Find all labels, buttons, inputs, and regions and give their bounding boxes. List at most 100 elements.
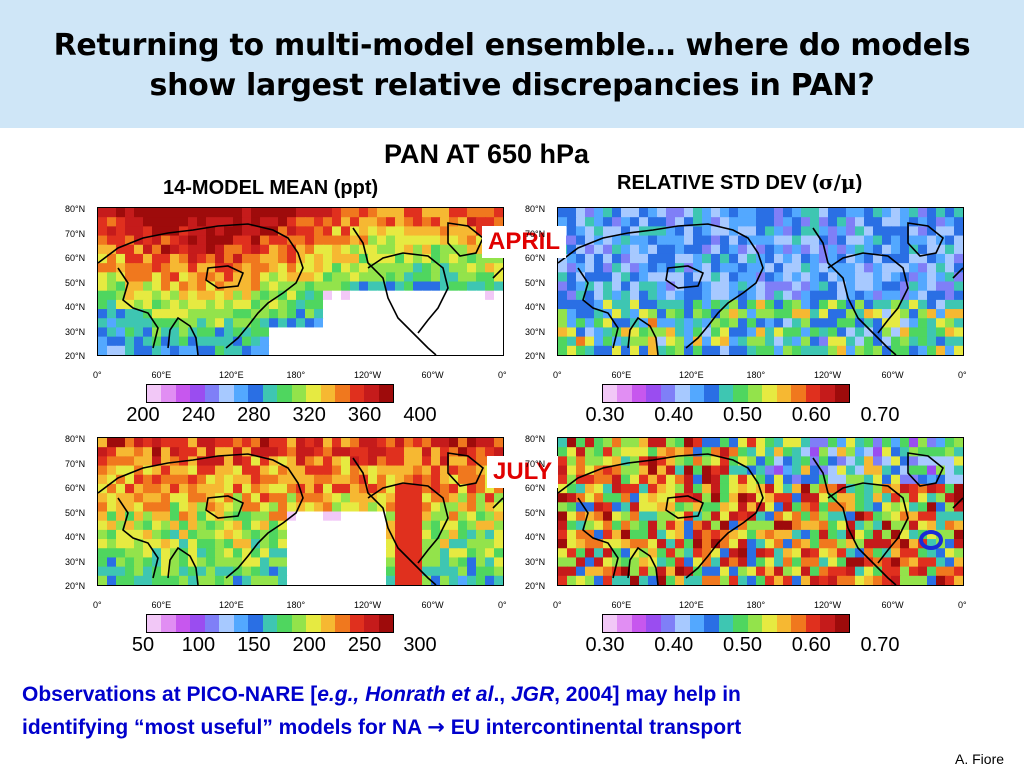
- footer-1a: Observations at PICO-NARE [: [22, 683, 318, 706]
- right-heading-suffix: ): [855, 172, 863, 194]
- longitude-tick-label: 60°E: [151, 370, 172, 380]
- colorbar-swatch: [147, 615, 162, 632]
- footer-line-1: Observations at PICO-NARE [e.g., Honrath…: [22, 683, 1012, 707]
- colorbar-tick-label: 0.40: [654, 404, 694, 426]
- colorbar-swatch: [718, 615, 734, 632]
- colorbar-swatch: [776, 615, 792, 632]
- colorbar-tick-label: 200: [292, 634, 326, 656]
- slide-title-line-1: Returning to multi-model ensemble… where…: [53, 28, 971, 63]
- latitude-tick-label: 50°N: [65, 507, 86, 518]
- longitude-tick-label: 180°: [286, 600, 306, 610]
- latitude-tick-label: 30°N: [65, 326, 86, 337]
- longitude-tick-label: 120°E: [219, 370, 244, 380]
- map-april-mean: [97, 207, 504, 356]
- coastline: [812, 227, 897, 355]
- colorbar-july-std: [602, 614, 850, 633]
- latitude-tick-label: 50°N: [525, 277, 546, 288]
- colorbar-tick-label: 100: [181, 634, 216, 656]
- longitude-tick-label: 0°: [498, 600, 507, 610]
- colorbar-swatch: [776, 385, 792, 402]
- map-field: [98, 438, 503, 585]
- longitude-tick-label: 0°: [958, 600, 967, 610]
- longitude-tick-label: 120°W: [354, 600, 382, 610]
- longitude-tick-label: 0°: [498, 370, 507, 380]
- arrow-icon: →: [427, 715, 445, 739]
- coastline: [352, 227, 437, 355]
- colorbar-swatch: [248, 385, 263, 402]
- colorbar-swatch: [306, 385, 321, 402]
- longitude-tick-label: 120°W: [354, 370, 382, 380]
- colorbar-swatch: [675, 615, 690, 632]
- latitude-tick-label: 70°N: [525, 458, 546, 469]
- colorbar-swatch: [718, 385, 734, 402]
- colorbar-swatch: [277, 385, 292, 402]
- coastline: [167, 546, 199, 585]
- colorbar-swatch: [364, 615, 379, 632]
- colorbar-swatch: [834, 385, 849, 402]
- coastline: [577, 497, 619, 579]
- footer-2b: EU intercontinental transport: [450, 716, 742, 739]
- longitude-tick-label: 180°: [746, 600, 766, 610]
- latitude-tick-label: 20°N: [65, 581, 86, 591]
- coastline: [98, 453, 304, 579]
- colorbar-swatch: [646, 385, 661, 402]
- colorbar-swatch: [675, 385, 690, 402]
- colorbar-tick-label: 240: [181, 404, 216, 426]
- colorbar-swatch: [660, 615, 676, 632]
- colorbar-swatch: [689, 615, 705, 632]
- latitude-tick-label: 60°N: [65, 253, 86, 263]
- footer-1b: e.g., Honrath et al: [317, 683, 494, 706]
- colorbar-swatch: [161, 385, 176, 402]
- longitude-tick-label: 60°W: [421, 370, 444, 380]
- coastline: [117, 267, 159, 349]
- latitude-tick-label: 70°N: [525, 228, 546, 239]
- colorbar-swatch: [689, 385, 705, 402]
- coastline: [952, 497, 963, 509]
- coastline: [952, 267, 963, 279]
- colorbar-swatch: [233, 615, 249, 632]
- colorbar-tick-label: 0.70: [860, 404, 900, 426]
- longitude-tick-label: 120°E: [219, 600, 244, 610]
- colorbar-tick-label: 200: [126, 404, 160, 426]
- colorbar-swatch: [291, 615, 307, 632]
- latitude-tick-label: 80°N: [525, 434, 546, 444]
- coastline: [907, 452, 944, 487]
- colorbar-swatch: [248, 615, 263, 632]
- author-credit: A. Fiore: [955, 751, 1005, 767]
- colorbar-swatch: [791, 615, 806, 632]
- colorbar-swatch: [306, 615, 321, 632]
- colorbar-swatch: [320, 615, 336, 632]
- coastline: [367, 252, 449, 334]
- colorbar-tick-label: 0.60: [791, 634, 831, 656]
- colorbar-swatch: [204, 385, 220, 402]
- colorbar-swatch: [805, 385, 821, 402]
- latitude-tick-label: 50°N: [525, 507, 546, 518]
- longitude-tick-label: 0°: [553, 370, 562, 380]
- main-heading: PAN AT 650 hPa: [384, 139, 590, 169]
- latitude-tick-label: 80°N: [525, 204, 546, 214]
- colorbar-swatch: [791, 385, 806, 402]
- map-field: [98, 208, 503, 355]
- colorbar-swatch: [733, 615, 748, 632]
- coastline: [627, 316, 659, 355]
- footer-1d: JGR: [510, 683, 555, 706]
- colorbar-swatch: [291, 385, 307, 402]
- left-heading: 14-MODEL MEAN (ppt): [155, 177, 387, 200]
- map-field: [558, 208, 963, 355]
- colorbar-april-std: [602, 384, 850, 403]
- slide-title-line-2: show largest relative discrepancies in P…: [149, 68, 875, 103]
- coastline: [447, 452, 484, 487]
- latitude-tick-label: 40°N: [65, 532, 86, 542]
- colorbar-swatch: [603, 385, 618, 402]
- colorbar-tick-label: 150: [237, 634, 271, 656]
- latitude-tick-label: 30°N: [525, 556, 546, 567]
- colorbar-tick-label: 0.30: [585, 634, 625, 656]
- colorbar-july-mean: [146, 614, 394, 633]
- colorbar-swatch: [660, 385, 676, 402]
- colorbar-swatch: [747, 615, 763, 632]
- colorbar-swatch: [646, 615, 661, 632]
- footer-2a: identifying “most useful” models for NA: [22, 716, 422, 739]
- footer-line-2: identifying “most useful” models for NA …: [22, 715, 1012, 740]
- colorbar-swatch: [762, 615, 777, 632]
- colorbar-tick-label: 0.70: [860, 634, 900, 656]
